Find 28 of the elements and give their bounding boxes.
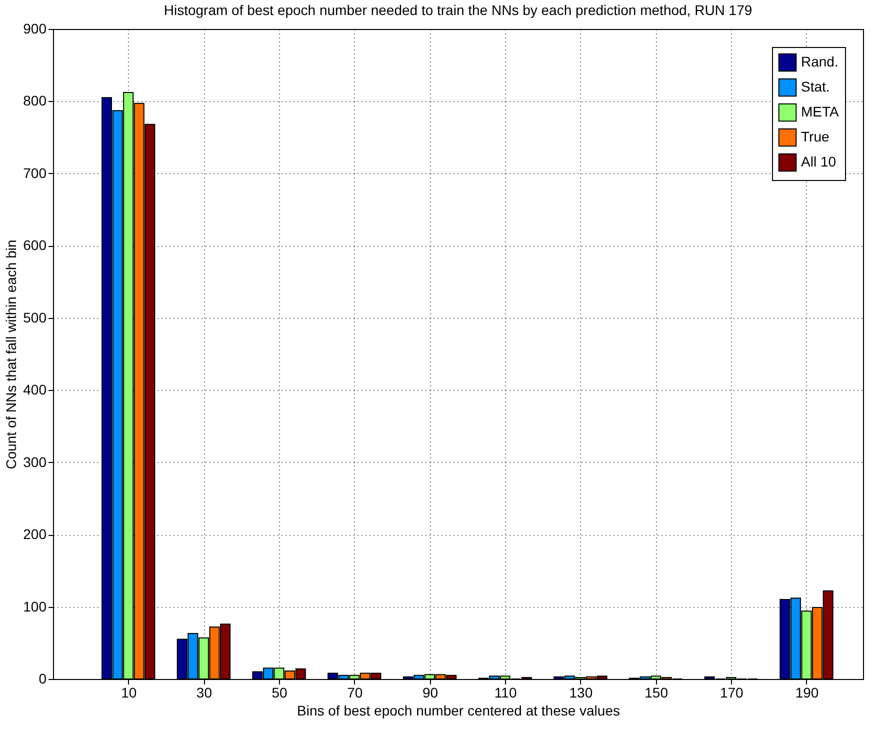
y-axis-title: Count of NNs that fall within each bin — [3, 240, 20, 470]
chart-title: Histogram of best epoch number needed to train the NNs by each prediction method, RUN 179 — [164, 2, 752, 18]
y-tick-label: 900 — [23, 20, 47, 36]
y-tick-label: 700 — [23, 164, 47, 181]
y-tick-label: 300 — [23, 454, 47, 470]
x-tick-label: 190 — [795, 684, 819, 700]
legend-label: All 10 — [801, 154, 836, 170]
y-tick-label: 400 — [23, 382, 47, 398]
y-tick-label: 800 — [23, 92, 47, 109]
x-tick-label: 170 — [720, 684, 744, 700]
y-tick-label: 500 — [23, 309, 47, 326]
x-tick-label: 30 — [196, 684, 212, 700]
x-tick-label: 10 — [121, 684, 137, 700]
x-axis-title: Bins of best epoch number centered at these values — [297, 702, 620, 718]
x-tick-label: 90 — [422, 684, 438, 700]
y-tick-label: 600 — [23, 237, 47, 254]
x-tick-label: 50 — [272, 684, 288, 700]
legend-label: Rand. — [801, 54, 838, 70]
y-tick-label: 200 — [23, 526, 47, 542]
legend-label: META — [801, 104, 840, 120]
x-tick-label: 130 — [569, 684, 593, 700]
legend-label: Stat. — [801, 78, 830, 94]
x-tick-label: 110 — [494, 684, 517, 700]
y-tick-label: 0 — [38, 670, 47, 686]
x-tick-label: 150 — [644, 684, 668, 700]
x-tick-label: 70 — [347, 684, 363, 700]
y-tick-label: 100 — [23, 598, 47, 614]
legend-label: True — [801, 128, 830, 144]
